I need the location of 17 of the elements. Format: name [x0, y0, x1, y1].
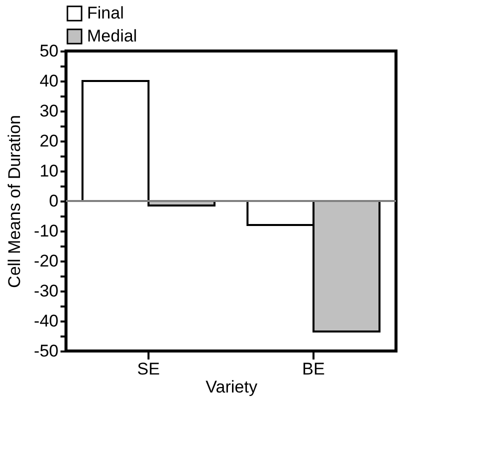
y-tick-label: 50: [40, 42, 58, 60]
y-tick-label: 0: [49, 192, 58, 210]
y-tick-label: -40: [34, 312, 58, 330]
y-tick-label: -10: [34, 222, 58, 240]
y-tick-label: 40: [40, 72, 58, 90]
y-tick-label: -50: [34, 342, 58, 360]
y-tick-label: -30: [34, 282, 58, 300]
y-tick-label: 20: [40, 132, 58, 150]
x-tick-label: BE: [302, 360, 325, 378]
y-tick-label: -20: [34, 252, 58, 270]
legend-label: Final: [87, 4, 124, 22]
y-axis-title: Cell Means of Duration: [4, 115, 24, 288]
x-axis-title: Variety: [206, 378, 258, 396]
legend-label: Medial: [87, 26, 138, 46]
y-tick-label: 10: [40, 162, 58, 180]
y-tick-label: 30: [40, 102, 58, 120]
x-tick-label: SE: [137, 360, 160, 378]
